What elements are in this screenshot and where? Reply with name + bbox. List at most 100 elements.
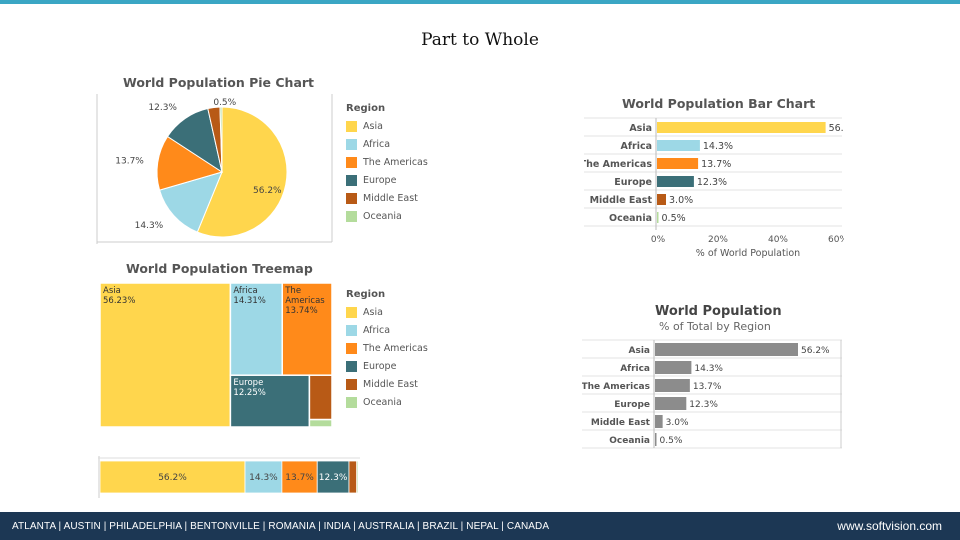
gray-category-asia: Asia [629,346,650,356]
treemap-cell-africa [229,282,283,376]
stacked-label-africa: 14.3% [249,473,278,483]
legend-swatch [346,138,357,150]
treemap-legend: Region Asia Africa The Americas Europe Middl… [346,289,446,411]
bar-value-europe: 12.3% [697,177,727,188]
legend-swatch [346,306,357,318]
pie-label-africa: 14.3% [135,221,164,231]
pie-slice-asia [196,106,288,238]
stacked-label-europe: 12.3% [319,473,348,483]
bar-chart: Asia 56.2% Africa 14.3% The Americas 13.7% Eur… [584,117,844,259]
legend-label: Middle East [363,378,418,390]
bar-value-middle-east: 3.0% [669,195,693,206]
footer-bar: ATLANTA | AUSTIN | PHILADELPHIA | BENTON… [0,512,960,540]
bar-middle-east [657,194,666,205]
gray-value-europe: 12.3% [689,400,718,410]
gray-value-asia: 56.2% [801,346,830,356]
bar-category-the-americas: The Americas [584,159,652,170]
legend-item-africa: Africa [346,135,446,153]
gray-bar-africa [655,361,692,374]
pie-legend: Region Asia Africa The Americas Europe Middl… [346,103,446,225]
legend-item-oceania: Oceania [346,393,446,411]
treemap-label-africa: Africa [233,286,257,296]
pie-label-asia: 56.2% [253,186,282,196]
legend-item-europe: Europe [346,171,446,189]
legend-swatch [346,120,357,132]
legend-item-asia: Asia [346,117,446,135]
gray-bar-chart: Asia 56.2% Africa 14.3% The Americas 13.7% Eur… [582,339,842,449]
treemap-cell-oceania [308,418,333,428]
legend-item-middle-east: Middle East [346,189,446,207]
bar-category-middle-east: Middle East [590,195,653,206]
bar-tick-label: 60% [828,235,844,245]
pie-label-europe: 12.3% [148,103,177,113]
top-accent-bar [0,0,960,4]
treemap-label-africa: 14.31% [233,296,265,306]
legend-item-europe: Europe [346,357,446,375]
gray-category-europe: Europe [614,400,650,410]
pie-slice-the-americas [156,135,224,191]
treemap-label-europe: Europe [233,378,263,388]
gray-bar-middle-east [655,415,663,428]
gray-value-the-americas: 13.7% [693,382,722,392]
bar-chart-title: World Population Bar Chart [622,96,816,111]
legend-item-africa: Africa [346,321,446,339]
gray-bar-europe [655,397,687,410]
footer-cities: ATLANTA | AUSTIN | PHILADELPHIA | BENTON… [12,520,550,532]
slide-title: Part to Whole [421,30,539,50]
legend-label: Oceania [363,210,402,222]
pie-chart: 56.2% 14.3% 13.7% 12.3% 0.5% [96,94,333,244]
legend-label: The Americas [363,156,428,168]
gray-value-middle-east: 3.0% [666,418,689,428]
bar-value-asia: 56.2% [829,123,844,134]
legend-label: Asia [363,120,383,132]
legend-item-the-americas: The Americas [346,339,446,357]
bar-value-africa: 14.3% [703,141,733,152]
treemap-cell-asia [99,282,232,428]
footer-url: www.softvision.com [837,519,942,533]
treemap-label-the-americas: 13.74% [285,306,317,316]
legend-item-middle-east: Middle East [346,375,446,393]
treemap-title: World Population Treemap [126,261,313,276]
gray-bar-title: World Population [655,304,782,319]
stacked-segment-africa [244,460,283,494]
gray-category-oceania: Oceania [609,436,650,446]
bar-tick-label: 20% [708,235,728,245]
legend-swatch [346,192,357,204]
legend-item-oceania: Oceania [346,207,446,225]
bar-asia [657,122,826,133]
gray-bar-the-americas [655,379,690,392]
pie-label-oceania: 0.5% [213,98,236,108]
legend-swatch [346,378,357,390]
legend-swatch [346,156,357,168]
treemap-label-asia: Asia [103,286,121,296]
stacked-label-the-americas: 13.7% [285,473,314,483]
legend-swatch [346,360,357,372]
stacked-bar-chart: 56.2% 14.3% 13.7% 12.3% [98,456,360,498]
gray-value-africa: 14.3% [694,364,723,374]
bar-tick-label: 40% [768,235,788,245]
gray-bar-asia [655,343,798,356]
bar-x-axis-label: % of World Population [696,248,800,259]
bar-value-oceania: 0.5% [662,213,686,224]
legend-swatch [346,396,357,408]
stacked-segment-the-americas [281,460,318,494]
gray-category-africa: Africa [620,364,650,374]
pie-slice-africa [158,171,223,233]
treemap-cell-middle-east [308,374,333,421]
legend-label: Middle East [363,192,418,204]
stacked-segment-middle-east [348,460,358,494]
legend-title: Region [346,289,386,300]
legend-swatch [346,324,357,336]
legend-swatch [346,210,357,222]
legend-label: Africa [363,138,391,150]
treemap-cell-the-americas [281,282,333,376]
legend-label: Asia [363,306,383,318]
bar-the-americas [657,158,699,169]
legend-label: Europe [363,360,397,372]
treemap-label-asia: 56.23% [103,296,135,306]
legend-label: The Americas [363,342,428,354]
pie-chart-title: World Population Pie Chart [123,75,315,90]
stacked-segment-oceania [356,460,359,494]
gray-category-middle-east: Middle East [591,418,651,428]
treemap-label-the-americas: Americas [285,296,325,306]
